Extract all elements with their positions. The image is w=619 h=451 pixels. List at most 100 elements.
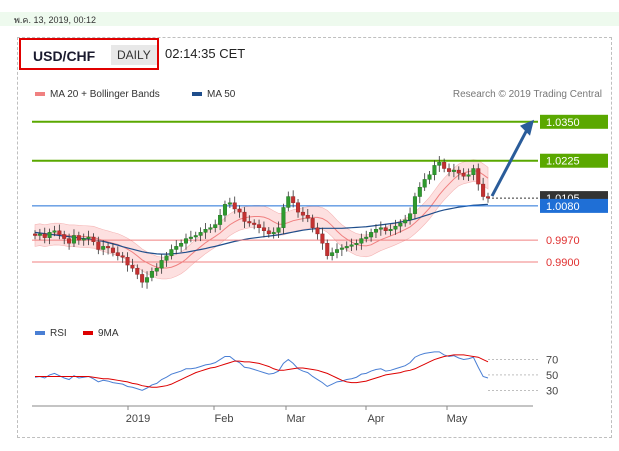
candle-body [300,211,305,216]
level-label-1.0080: 1.0080 [546,201,580,213]
candle-body [247,221,252,224]
candle-body [388,229,393,232]
candle-body [442,162,447,169]
ma20-line [34,170,489,269]
candle-body [188,236,193,239]
candle-body [266,230,271,235]
candle-body [198,232,203,236]
candle-body [203,229,208,233]
legend-ma20: MA 20 + Bollinger Bands [35,89,160,100]
candle-body [383,227,388,232]
candle-body [432,165,437,175]
ma9-legend-swatch [83,331,93,335]
forecast-arrow-line [490,127,530,197]
rsi-axis-label: 50 [546,370,558,382]
candle-body [76,235,81,241]
level-tag-1.0225 [540,153,608,168]
timeframe-badge[interactable]: DAILY [111,45,157,65]
x-axis-label: May [447,413,468,425]
candle-body [130,264,135,269]
candle-body [179,243,184,247]
forecast-arrow-head [520,119,534,136]
x-axis-label: Apr [367,413,384,425]
candle-body [154,267,159,272]
candle-body [403,219,408,224]
candle-body [354,243,359,246]
candle-body [437,162,442,166]
symbol-header: USD/CHF DAILY [19,38,159,70]
candle-body [466,174,471,177]
candle-body [451,169,456,172]
candle-body [276,227,281,233]
candle-body [447,168,452,172]
candle-body [47,232,52,238]
candle-body [227,202,232,205]
candle-body [461,172,466,177]
candle-body [271,232,276,235]
candle-body [373,229,378,233]
candle-body [242,211,247,222]
candle-body [339,247,344,250]
candle-body [315,227,320,235]
candle-body [237,208,242,213]
time-label: 02:14:35 CET [165,46,246,61]
candle-body [120,255,125,258]
candle-body [125,257,130,266]
level-label-1.0225: 1.0225 [546,156,580,168]
candle-body [57,230,62,235]
candle-body [213,224,218,228]
candle-body [349,244,354,247]
candle-body [96,241,101,250]
candle-body [183,238,188,244]
candle-body [456,169,461,174]
rsi-legend-label: RSI [50,328,67,339]
legend-ma50-swatch [192,92,202,97]
candle-body [115,252,120,256]
x-axis-label: 2019 [126,413,150,425]
candle-body [91,236,96,242]
legend-ma50-label: MA 50 [207,89,236,100]
ma9-legend-label: 9MA [98,328,119,339]
candle-body [261,227,266,232]
candle-body [291,196,296,203]
candle-body [208,227,213,230]
candle-body [232,202,237,210]
candle-body [101,246,106,250]
candle-body [37,233,42,236]
candle-body [422,179,427,188]
candle-body [417,186,422,197]
candle-body [330,252,335,256]
legend-ma20-label: MA 20 + Bollinger Bands [50,89,160,100]
candle-body [145,277,150,283]
candle-body [62,234,67,239]
rsi-line [34,351,489,391]
candle-body [218,215,223,225]
candle-body [81,238,86,241]
candle-body [486,196,491,199]
candle-body [86,236,91,239]
candle-body [110,247,115,253]
rsi-legend-swatch [35,331,45,335]
candle-body [174,246,179,250]
candle-body [149,271,154,278]
candle-body [412,196,417,214]
rsi-axis-label: 30 [546,385,558,397]
level-tag-1.0350 [540,114,608,129]
candle-body [393,225,398,230]
candle-body [140,274,145,283]
candle-body [169,249,174,256]
candle-body [408,213,413,221]
x-axis-label: Mar [287,413,306,425]
candle-body [106,246,111,249]
candle-body [222,204,227,216]
legend-ma50: MA 50 [192,89,235,100]
candle-body [344,246,349,249]
candle-body [378,227,383,230]
top-date-bar: พ.ค. 13, 2019, 00:12 [0,12,619,26]
candle-body [359,238,364,244]
rsi-axis-label: 70 [546,355,558,367]
ma50-line [34,203,489,255]
legend-ma20-swatch [35,92,45,97]
candle-body [281,207,286,228]
